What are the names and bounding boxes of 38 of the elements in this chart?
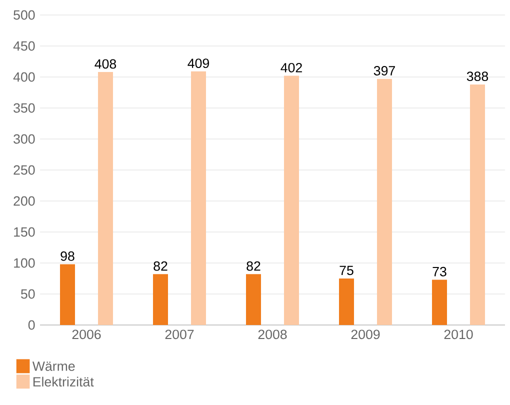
data-label: 409 <box>188 58 209 68</box>
data-label: 75 <box>340 266 354 276</box>
data-label: 82 <box>154 261 168 271</box>
y-tick-label: 100 <box>14 258 35 268</box>
y-tick-label: 450 <box>13 41 35 51</box>
data-label: 73 <box>432 266 446 276</box>
bar <box>98 72 114 325</box>
bar <box>153 274 168 325</box>
y-tick-label: 50 <box>21 289 35 299</box>
x-tick-label: 2007 <box>165 330 194 340</box>
data-label: 397 <box>374 66 395 76</box>
bar <box>284 76 299 325</box>
y-tick-label: 300 <box>14 134 35 144</box>
legend-label: Elektrizität <box>33 376 94 387</box>
data-label: 82 <box>246 261 260 271</box>
bar <box>432 280 447 325</box>
y-tick-label: 0 <box>28 320 35 330</box>
data-label: 388 <box>466 72 488 82</box>
y-tick-label: 400 <box>13 72 35 82</box>
x-tick-label: 2010 <box>444 330 473 340</box>
x-tick-label: 2009 <box>351 330 380 340</box>
data-label: 98 <box>60 251 74 261</box>
bar <box>246 274 261 325</box>
y-tick-label: 150 <box>14 227 35 237</box>
bar <box>191 71 206 325</box>
x-tick-label: 2006 <box>72 330 101 340</box>
bar <box>470 84 485 325</box>
bar <box>339 278 354 325</box>
bar <box>60 264 75 325</box>
legend-label: Wärme <box>32 362 75 371</box>
y-tick-label: 200 <box>14 196 35 206</box>
y-tick-label: 500 <box>14 10 35 20</box>
bar <box>377 78 392 325</box>
y-tick-label: 350 <box>14 103 35 113</box>
data-label: 402 <box>280 62 302 72</box>
y-tick-label: 250 <box>14 165 35 175</box>
x-tick-label: 2008 <box>258 330 287 340</box>
data-label: 408 <box>94 59 116 69</box>
